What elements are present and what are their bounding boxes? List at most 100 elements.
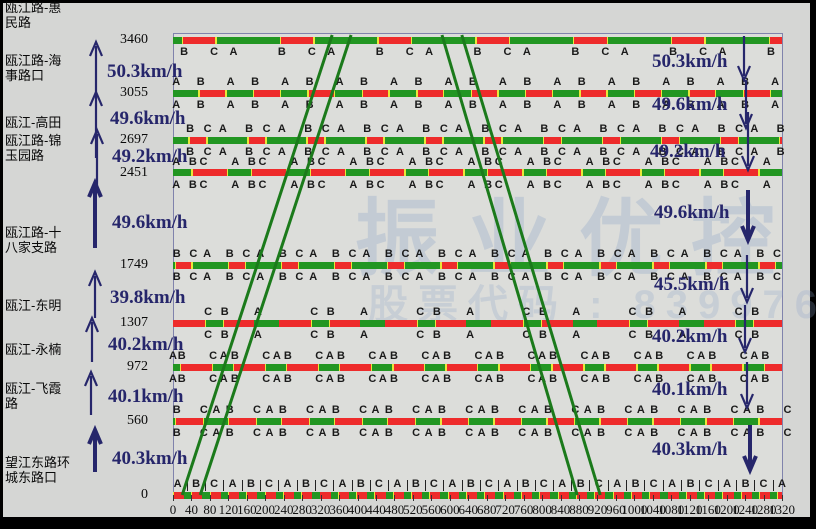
phase-letter: A [716,76,725,89]
phase-letter: A [253,306,262,319]
phase-letter: B [766,46,775,58]
yellow-phase-segment [211,363,214,371]
red-phase-segment [393,363,424,371]
yellow-phase-segment [606,36,609,44]
red-phase-segment [229,417,256,425]
phase-letter: C [416,306,425,319]
phase-letter: A [530,427,539,440]
red-phase-segment [491,319,524,327]
phase-letter: B [756,248,765,260]
x-axis-tick [209,495,211,501]
phase-letter: B [544,427,553,440]
red-phase-segment [741,491,752,499]
yellow-phase-segment [735,319,737,327]
phase-letter: C [739,373,748,386]
phase-letter: B [650,404,659,417]
phase-letter: A [742,404,751,417]
phase-separator-tick [552,480,554,491]
phase-letter: C [676,123,685,136]
phase-letter: B [411,478,420,490]
red-phase-segment [329,319,361,327]
phase-letter: C [374,478,383,490]
phase-letter: B [708,373,717,386]
red-phase-segment [412,491,423,499]
red-phase-segment [526,89,552,97]
speed-label-down: 40.2km/h [652,326,728,347]
phase-letter: B [597,248,606,260]
red-phase-segment [721,136,738,144]
yellow-phase-segment [758,261,760,269]
red-phase-segment [724,169,759,177]
phase-letter: B [484,178,493,191]
phase-letter: B [720,178,729,191]
x-axis-tick-label: 1120 [676,502,703,517]
phase-separator-tick [681,480,683,491]
phase-letter: A [218,146,227,159]
signal-bar [173,169,782,177]
phase-letter: B [306,155,315,168]
phase-letter: B [304,123,313,136]
phase-letter: A [219,373,228,386]
intersection-distance: 3460 [120,32,148,47]
phase-letter: C [735,123,744,136]
phase-letter: B [703,271,712,283]
x-axis-tick-label: 80 [203,502,217,517]
red-phase-segment [388,261,404,269]
phase-letter: A [680,271,689,283]
x-axis-tick [431,495,433,501]
phase-letter: A [467,178,476,191]
yellow-phase-segment [604,363,606,371]
phase-letter: B [422,146,431,159]
red-phase-segment [430,491,441,499]
red-phase-segment [340,363,371,371]
x-axis-tick-label: 240 [273,502,294,517]
phase-letter: A [336,123,345,136]
phase-letter: C [317,178,326,191]
phase-letter: A [362,248,371,260]
red-phase-segment [248,136,266,144]
phase-letter: A [691,146,700,159]
speed-label-up: 40.1km/h [108,386,184,407]
yellow-phase-segment [308,417,311,425]
phase-letter: A [203,248,212,260]
phase-letter: B [375,46,384,58]
phase-letter: A [627,271,636,283]
speed-label-up: 50.3km/h [107,61,183,82]
phase-letter: B [576,478,585,490]
signal-bar [173,261,782,269]
yellow-phase-segment [689,363,691,371]
yellow-phase-segment [606,89,608,97]
phase-letter: B [366,155,374,168]
yellow-phase-segment [370,363,373,371]
phase-letter: A [627,248,636,260]
phase-letter: B [631,478,640,490]
phase-letter: B [720,155,729,168]
phase-letter: B [251,99,260,112]
phase-letter: B [336,373,345,386]
red-phase-segment [228,491,239,499]
phase-letter: A [498,99,507,112]
phase-separator-tick [333,480,335,491]
phase-letter: B [756,271,765,283]
phase-letter: C [759,478,768,490]
red-phase-segment [441,417,468,425]
phase-letter: C [671,155,680,168]
x-axis-tick-label: 600 [440,502,460,517]
phase-letter: C [553,178,562,191]
phase-letter: C [734,329,743,342]
phase-letter: B [196,99,205,112]
red-phase-segment [370,169,405,177]
phase-letter: B [669,46,678,58]
yellow-phase-segment [174,261,177,269]
phase-letter: A [514,146,523,159]
yellow-phase-segment [317,363,320,371]
phase-letter: C [474,373,483,386]
phase-letter: A [644,373,653,386]
yellow-phase-segment [244,261,246,269]
yellow-phase-segment [758,417,760,425]
x-axis-tick-label: 1200 [713,502,740,517]
red-phase-segment [335,261,351,269]
x-axis-tick [560,495,562,501]
phase-letter: B [326,306,335,319]
yellow-phase-segment [508,36,511,44]
